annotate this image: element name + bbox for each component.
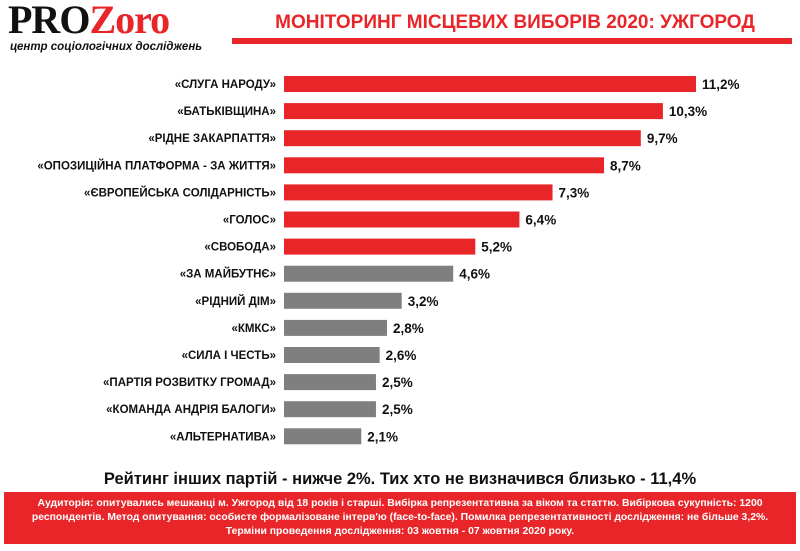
value-label: 7,3% <box>559 185 590 200</box>
value-label: 2,1% <box>367 429 398 444</box>
bar <box>284 130 641 147</box>
value-label: 2,6% <box>386 348 417 363</box>
bar <box>284 428 362 445</box>
value-label: 2,5% <box>382 402 413 417</box>
page-title: МОНІТОРИНГ МІСЦЕВИХ ВИБОРІВ 2020: УЖГОРО… <box>275 12 755 33</box>
bar <box>284 157 605 174</box>
category-label: «КМКС» <box>231 323 276 335</box>
logo-wordmark: PROZoro <box>8 0 170 42</box>
bar-chart: «СЛУГА НАРОДУ» 11,2% «БАТЬКІВЩИНА» 10,3% «РІ… <box>37 76 740 445</box>
category-label: «ПАРТІЯ РОЗВИТКУ ГРОМАД» <box>103 377 276 389</box>
header-divider <box>232 38 792 44</box>
value-label: 2,5% <box>382 375 413 390</box>
bar <box>284 103 663 120</box>
category-label: «СИЛА І ЧЕСТЬ» <box>182 350 276 362</box>
category-label: «ГОЛОС» <box>223 215 276 227</box>
prozoro-logo: PROZoro центр соціологічних досліджень <box>8 0 240 55</box>
category-label: «КОМАНДА АНДРІЯ БАЛОГИ» <box>106 404 276 416</box>
category-label: «БАТЬКІВЩИНА» <box>177 106 276 118</box>
logo-part-pro: PRO <box>8 0 90 42</box>
bar <box>284 211 520 228</box>
methodology-footer: Аудиторія: опитувались мешканці м. Ужгор… <box>4 492 796 544</box>
category-label: «РІДНИЙ ДІМ» <box>195 295 276 308</box>
category-label: «ЄВРОПЕЙСЬКА СОЛІДАРНІСТЬ» <box>84 186 276 199</box>
value-label: 10,3% <box>669 104 707 119</box>
category-label: «ЗА МАЙБУТНЄ» <box>180 268 276 281</box>
bar <box>284 319 387 336</box>
category-label: «АЛЬТЕРНАТИВА» <box>170 431 276 443</box>
value-label: 4,6% <box>459 267 490 282</box>
category-label: «ОПОЗИЦІЙНА ПЛАТФОРМА - ЗА ЖИТТЯ» <box>37 159 276 172</box>
bar <box>284 238 476 255</box>
bar <box>284 374 376 391</box>
methodology-text: Аудиторія: опитувались мешканці м. Ужгор… <box>31 498 769 537</box>
value-label: 6,4% <box>525 213 556 228</box>
chart-note: Рейтинг інших партій - нижче 2%. Тих хто… <box>103 470 697 488</box>
category-label: «СВОБОДА» <box>204 242 276 254</box>
bar <box>284 184 553 201</box>
category-label: «РІДНЕ ЗАКАРПАТТЯ» <box>148 133 276 145</box>
header: PROZoro центр соціологічних досліджень М… <box>0 0 800 55</box>
bar <box>284 265 454 282</box>
bar <box>284 76 696 92</box>
value-label: 9,7% <box>647 131 678 146</box>
value-label: 5,2% <box>481 240 512 255</box>
logo-part-zoro: Zoro <box>89 0 170 42</box>
logo-subtitle: центр соціологічних досліджень <box>10 41 203 53</box>
value-label: 11,2% <box>702 77 740 92</box>
bar <box>284 401 376 418</box>
bar <box>284 347 380 363</box>
category-label: «СЛУГА НАРОДУ» <box>175 79 276 91</box>
value-label: 3,2% <box>408 294 439 309</box>
bar <box>284 292 402 309</box>
value-label: 2,8% <box>393 321 424 336</box>
value-label: 8,7% <box>610 158 641 173</box>
